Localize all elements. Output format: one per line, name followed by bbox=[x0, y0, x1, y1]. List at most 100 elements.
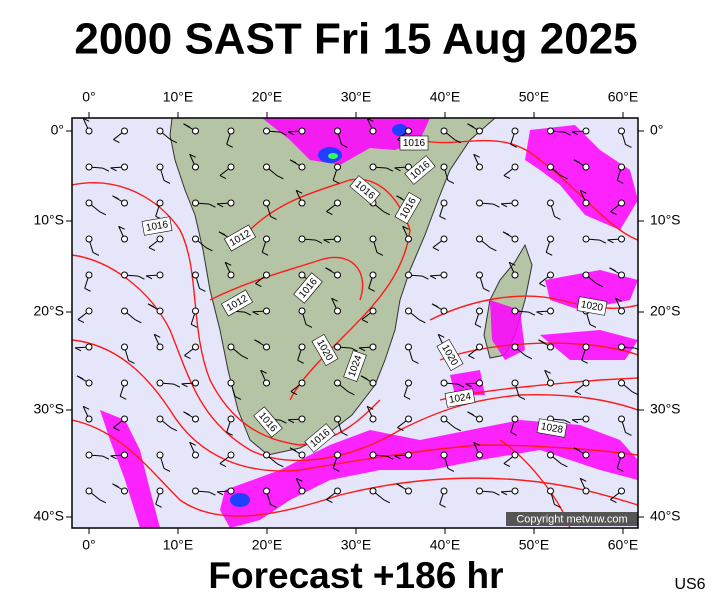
barb-flag bbox=[181, 383, 188, 388]
barb-flag bbox=[260, 369, 267, 374]
barb-flag bbox=[539, 283, 546, 288]
barb-flag bbox=[579, 189, 587, 194]
barb-station bbox=[334, 199, 341, 207]
barb-flag bbox=[77, 319, 85, 324]
barb-station bbox=[476, 379, 483, 387]
barb-station bbox=[156, 127, 164, 135]
barb-flag bbox=[99, 211, 107, 216]
lon-label: 40°E bbox=[430, 89, 461, 105]
barb-flag bbox=[447, 179, 455, 184]
barb-station bbox=[369, 451, 377, 459]
barb-flag bbox=[189, 153, 196, 158]
barb-station bbox=[334, 127, 341, 135]
barb-flag bbox=[422, 275, 429, 280]
barb-station bbox=[85, 379, 93, 387]
barb-station bbox=[369, 307, 377, 315]
isobar-label-box bbox=[394, 191, 422, 225]
barb-flag bbox=[234, 395, 242, 400]
barb-station bbox=[263, 271, 270, 279]
barb-flag bbox=[490, 247, 497, 252]
barb-flag bbox=[148, 247, 156, 252]
barb-flag bbox=[573, 159, 581, 164]
lat-label: 20°S bbox=[33, 303, 64, 319]
barb-flag bbox=[289, 159, 297, 164]
barb-station bbox=[227, 343, 235, 351]
barb-station bbox=[227, 379, 235, 387]
barb-station bbox=[511, 379, 519, 387]
barb-flag bbox=[397, 427, 404, 432]
isobar-label: 1016 bbox=[399, 135, 429, 151]
barb-station bbox=[547, 163, 554, 171]
barb-station bbox=[227, 271, 235, 279]
barb-station bbox=[298, 415, 306, 423]
barb-flag bbox=[147, 303, 155, 308]
barb-flag bbox=[84, 287, 91, 292]
isobar-value: 1024 bbox=[448, 391, 472, 406]
lon-label: 30°E bbox=[341, 89, 372, 105]
barb-station bbox=[121, 235, 128, 243]
barb-station bbox=[511, 343, 519, 351]
barb-station bbox=[440, 307, 448, 315]
barb-flag bbox=[118, 225, 125, 230]
barb-flag bbox=[581, 359, 588, 364]
barb-station bbox=[298, 487, 306, 495]
isobar-label-box bbox=[436, 338, 464, 372]
barb-station bbox=[298, 343, 306, 351]
barb-flag bbox=[383, 211, 391, 216]
barb-flag bbox=[76, 375, 84, 380]
barb-flag bbox=[503, 463, 511, 468]
barb-station bbox=[334, 415, 341, 423]
barb-flag bbox=[102, 167, 110, 172]
barb-flag bbox=[326, 211, 333, 216]
barb-flag bbox=[396, 483, 403, 488]
forecast-label: Forecast +186 hr bbox=[208, 555, 503, 596]
barb-station bbox=[192, 163, 199, 171]
barb-flag bbox=[394, 167, 401, 172]
barb-station bbox=[85, 487, 93, 495]
barb-station bbox=[405, 415, 412, 423]
lon-label: 20°E bbox=[252, 89, 283, 105]
barb-flag bbox=[252, 311, 259, 316]
barb-flag bbox=[467, 123, 474, 128]
barb-flag bbox=[503, 175, 511, 180]
barb-flag bbox=[635, 347, 638, 350]
barb-station bbox=[227, 487, 235, 495]
barb-station bbox=[121, 487, 128, 495]
barb-flag bbox=[500, 203, 508, 208]
barb-flag bbox=[110, 167, 117, 172]
isobar-label-box bbox=[404, 155, 436, 185]
barb-flag bbox=[358, 347, 366, 352]
barb-station bbox=[511, 307, 519, 315]
isobar-label-box bbox=[304, 423, 336, 453]
barb-station bbox=[192, 307, 199, 315]
isobar-label: 1028 bbox=[536, 418, 568, 438]
lon-label: 50°E bbox=[519, 89, 550, 105]
barb-station bbox=[192, 199, 199, 207]
barb-station bbox=[85, 271, 93, 279]
lat-label: 20°S bbox=[650, 303, 681, 319]
barb-flag bbox=[331, 297, 338, 302]
barb-station bbox=[298, 127, 306, 135]
barb-flag bbox=[386, 455, 394, 460]
barb-flag bbox=[483, 287, 490, 292]
barb-station bbox=[121, 343, 128, 351]
barb-station bbox=[582, 487, 590, 495]
barb-flag bbox=[439, 503, 446, 508]
barb-flag bbox=[431, 303, 439, 308]
barb-station bbox=[369, 163, 377, 171]
barb-flag bbox=[510, 431, 517, 436]
barb-flag bbox=[295, 189, 303, 194]
precip-area bbox=[525, 125, 638, 230]
isobar bbox=[429, 295, 638, 321]
barb-flag bbox=[280, 419, 287, 424]
barb-flag bbox=[190, 323, 198, 328]
barb-flag bbox=[361, 319, 369, 324]
barb-flag bbox=[403, 395, 411, 400]
barb-flag bbox=[465, 383, 472, 388]
barb-flag bbox=[323, 239, 330, 244]
barb-station bbox=[192, 343, 199, 351]
barb-flag bbox=[138, 275, 145, 280]
barb-station bbox=[156, 271, 164, 279]
barb-flag bbox=[348, 391, 355, 396]
barb-station bbox=[618, 163, 625, 171]
